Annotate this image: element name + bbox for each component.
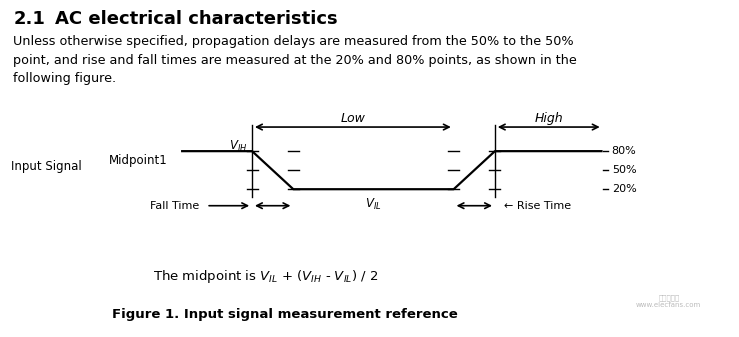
Text: Unless otherwise specified, propagation delays are measured from the 50% to the : Unless otherwise specified, propagation … — [13, 35, 577, 85]
Text: 电子发烧友
www.elecfans.com: 电子发烧友 www.elecfans.com — [636, 295, 701, 308]
Text: 20%: 20% — [612, 184, 636, 194]
Text: $V_{IL}$: $V_{IL}$ — [365, 197, 382, 212]
Text: Fall Time: Fall Time — [150, 201, 200, 211]
Text: $V_{IH}$: $V_{IH}$ — [229, 139, 248, 154]
Text: Figure 1. Input signal measurement reference: Figure 1. Input signal measurement refer… — [112, 308, 457, 320]
Text: High: High — [534, 112, 563, 124]
Text: AC electrical characteristics: AC electrical characteristics — [55, 10, 338, 28]
Text: ← Rise Time: ← Rise Time — [504, 201, 571, 211]
Text: The midpoint is $V_{IL}$ + ($V_{IH}$ - $V_{IL}$) / 2: The midpoint is $V_{IL}$ + ($V_{IH}$ - $… — [153, 268, 379, 285]
Text: 50%: 50% — [612, 165, 636, 175]
Text: Midpoint1: Midpoint1 — [109, 154, 168, 166]
Text: 2.1: 2.1 — [13, 10, 45, 28]
Text: Low: Low — [341, 112, 365, 124]
Text: 80%: 80% — [612, 146, 636, 156]
Text: Input Signal: Input Signal — [11, 160, 82, 173]
